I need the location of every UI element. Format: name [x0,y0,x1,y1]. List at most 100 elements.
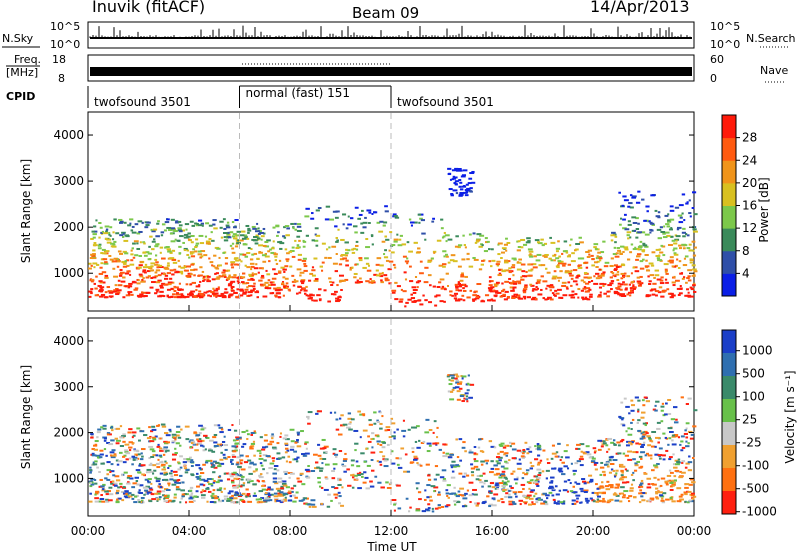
data-cell [636,253,642,256]
data-cell [155,462,160,465]
data-cell [496,472,501,475]
data-cell [522,243,528,246]
data-cell [459,188,464,191]
data-cell [390,450,394,453]
data-cell [112,260,118,263]
data-cell [554,455,559,458]
data-cell [168,428,172,431]
data-cell [231,445,237,448]
data-cell [488,490,491,493]
data-cell [215,481,220,484]
freq-tick-bottom: 8 [58,72,65,85]
data-cell [209,295,212,298]
data-cell [676,500,682,503]
data-cell [671,435,676,438]
data-cell [132,434,136,437]
data-cell [115,288,119,291]
data-cell [253,235,258,238]
data-cell [150,262,155,265]
data-cell [659,279,664,282]
data-cell [236,456,241,459]
data-cell [102,427,107,430]
data-cell [122,276,126,279]
data-cell [283,470,289,473]
data-cell [551,494,555,497]
data-cell [476,238,481,241]
data-cell [198,224,203,227]
data-cell [164,221,170,224]
data-cell [463,505,468,508]
data-cell [453,486,456,489]
data-cell [92,262,98,265]
data-cell [256,257,260,260]
data-cell [529,255,534,258]
data-cell [586,298,591,301]
data-cell [195,490,199,493]
data-cell [231,235,235,238]
data-cell [393,431,396,434]
data-cell [610,234,616,237]
data-cell [344,254,348,257]
data-cell [505,249,508,252]
data-cell [535,475,539,478]
data-cell [539,293,543,296]
data-cell [616,278,620,281]
data-cell [445,492,450,495]
data-cell [508,271,512,274]
data-cell [390,417,394,420]
data-cell [149,440,155,443]
data-cell [679,216,683,219]
colorbar-tick-label: 28 [742,131,757,145]
data-cell [354,449,357,452]
data-cell [572,269,578,272]
data-cell [129,477,134,480]
data-cell [97,284,102,287]
data-cell [354,263,357,266]
data-cell [411,286,417,289]
data-cell [673,252,677,255]
data-cell [192,248,196,251]
data-cell [270,251,275,254]
data-cell [180,293,184,296]
data-cell [240,484,245,487]
data-cell [261,485,265,488]
data-cell [179,474,183,477]
data-cell [691,207,695,210]
data-cell [631,216,637,219]
data-cell [287,288,291,291]
data-cell [325,450,328,453]
data-cell [383,256,389,259]
data-cell [504,495,508,498]
data-cell [272,240,275,243]
data-cell [122,440,126,443]
data-cell [455,379,459,382]
data-cell [530,268,534,271]
data-cell [510,266,516,269]
data-cell [206,278,210,281]
data-cell [600,272,605,275]
data-cell [247,459,252,462]
data-cell [149,470,154,473]
data-cell [534,445,537,448]
data-cell [196,443,199,446]
data-cell [99,449,104,452]
data-cell [219,487,223,490]
data-cell [165,489,171,492]
data-cell [448,172,452,175]
data-cell [633,266,638,269]
data-cell [369,480,373,483]
data-cell [167,466,170,469]
data-cell [154,271,158,274]
data-cell [190,290,196,293]
data-cell [311,212,314,215]
data-cell [588,253,591,256]
data-cell [170,475,174,478]
data-cell [622,424,626,427]
data-cell [296,223,302,226]
data-cell [211,496,216,499]
data-cell [499,450,504,453]
data-cell [640,457,643,460]
data-cell [613,442,616,445]
data-cell [410,293,413,296]
data-cell [252,440,256,443]
